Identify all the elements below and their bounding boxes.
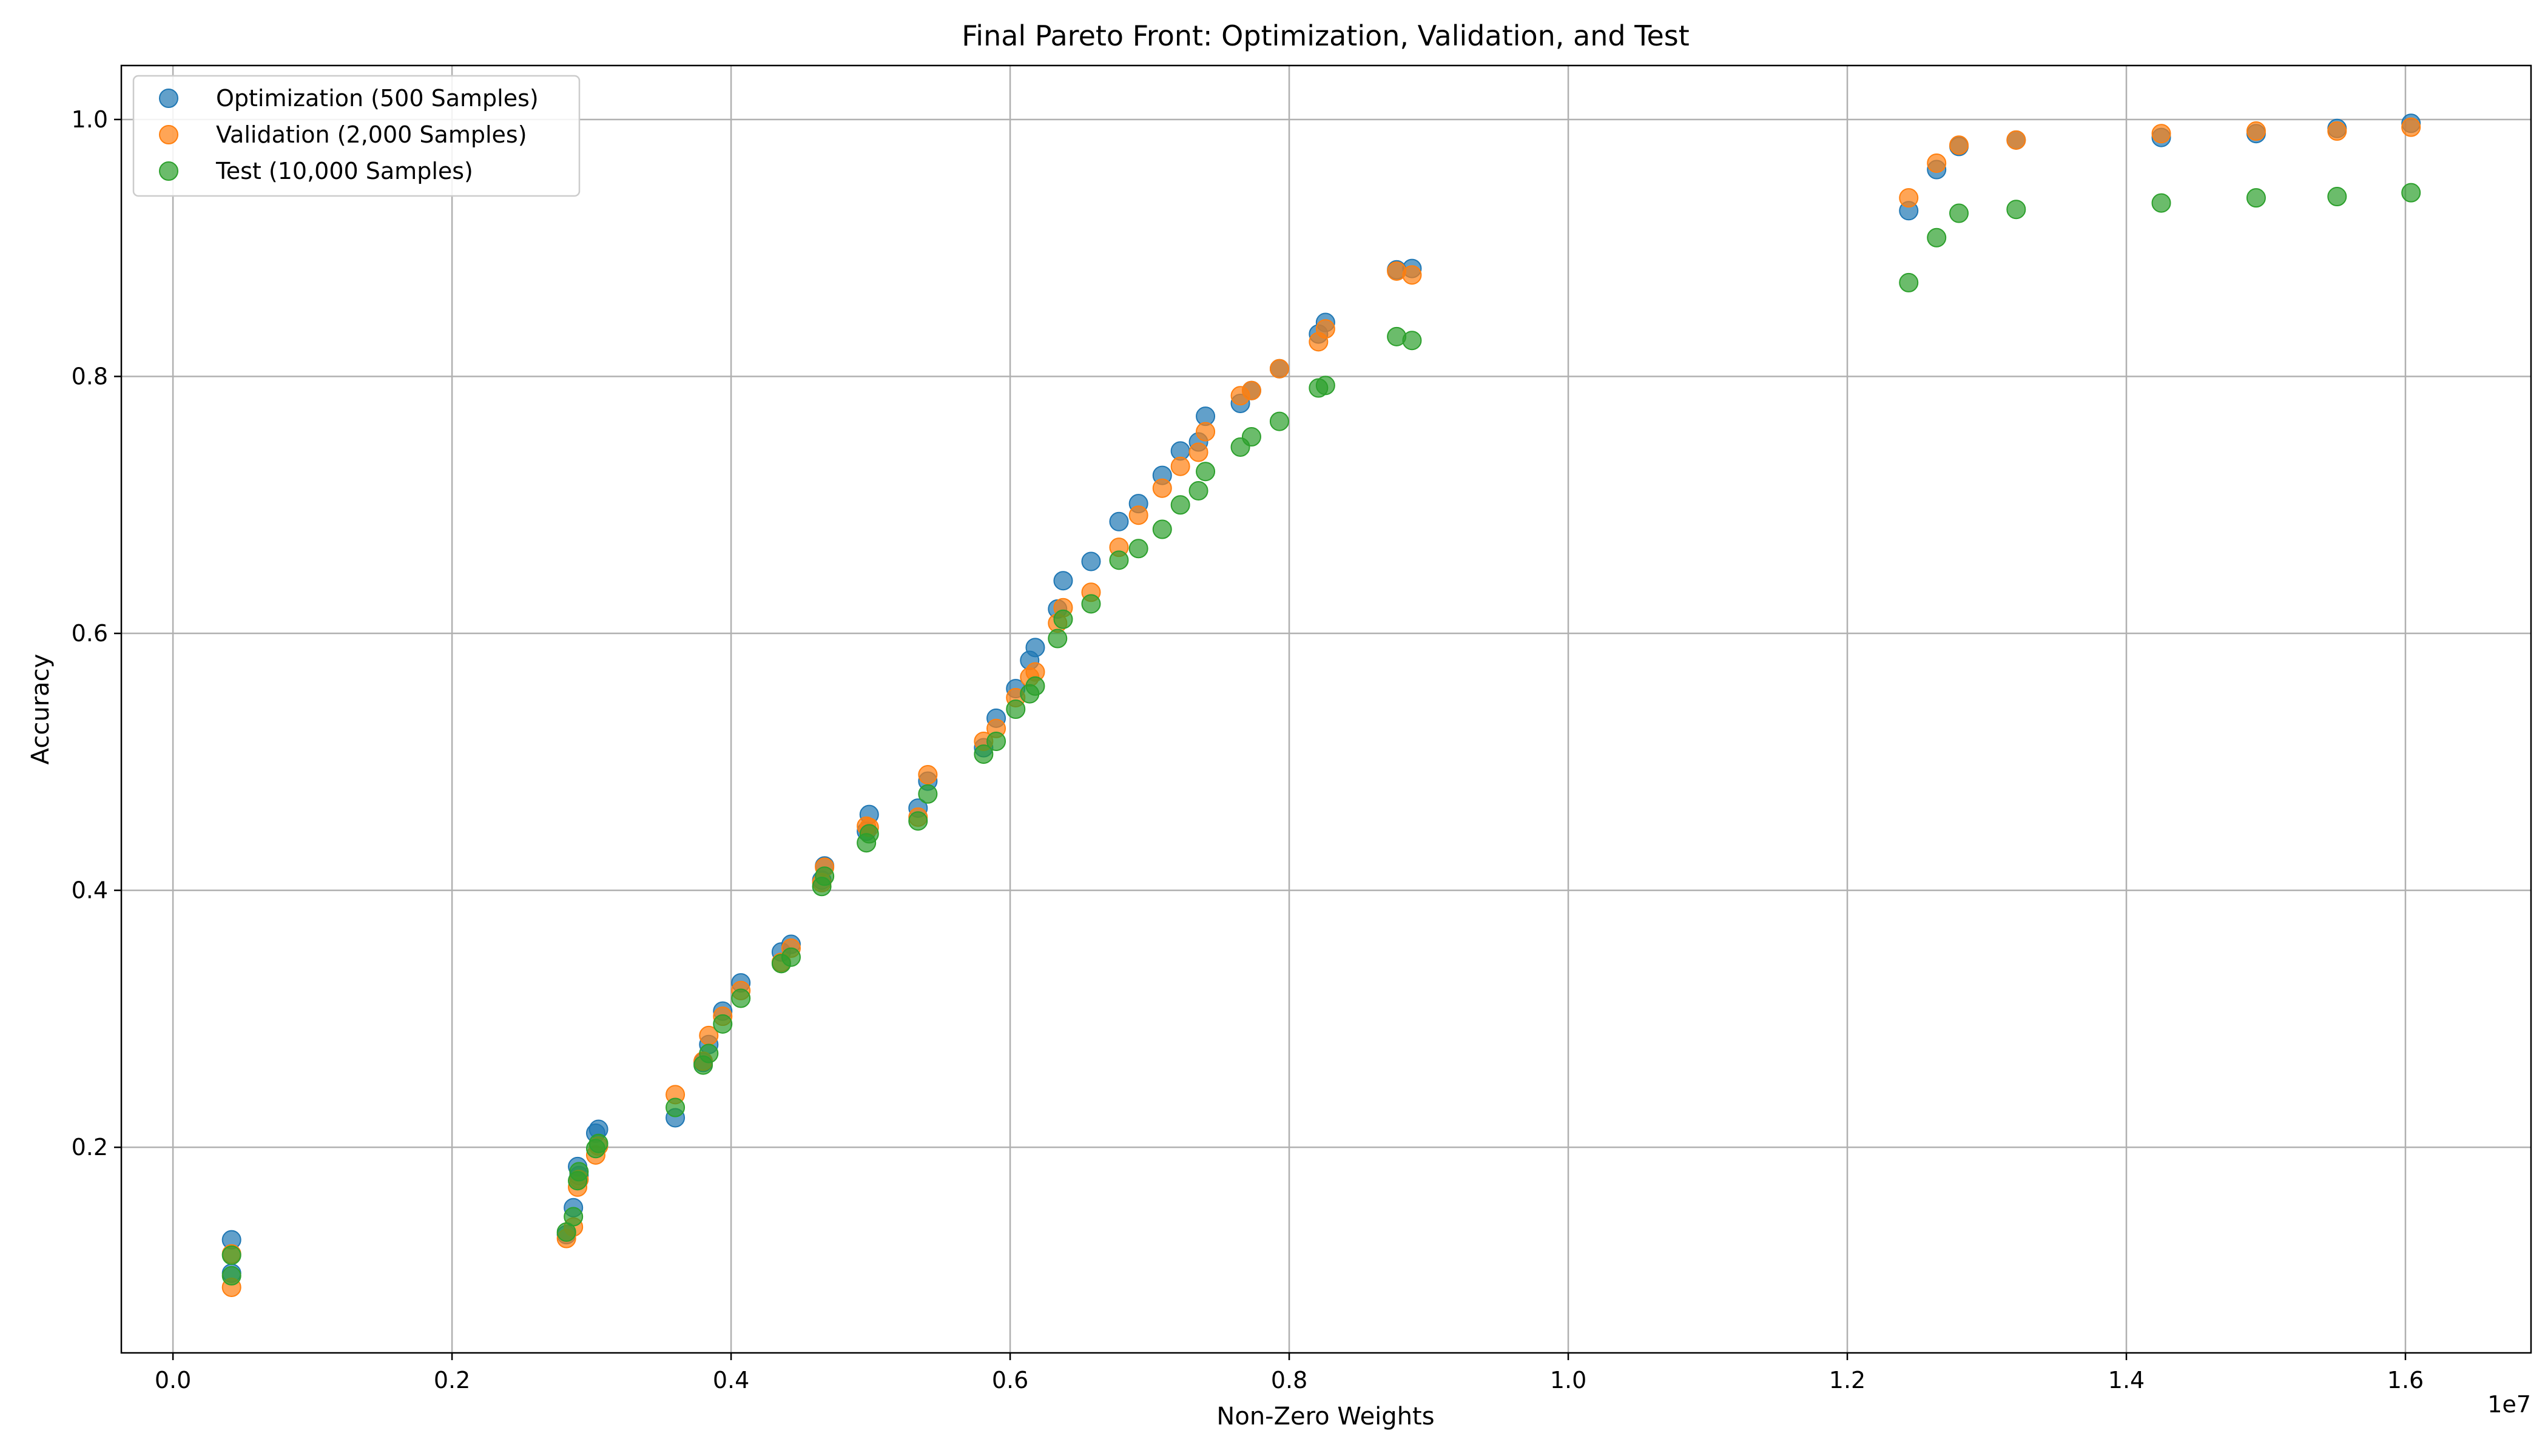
legend-label-validation: Validation (2,000 Samples)	[216, 121, 527, 148]
scatter-point-series-1	[1315, 319, 1335, 339]
scatter-point-series-1	[2151, 124, 2171, 144]
scatter-point-series-0	[1053, 571, 1073, 591]
scatter-point-series-1	[1927, 153, 1947, 173]
scatter-point-series-1	[1269, 359, 1289, 379]
x-tick-label: 0.8	[1271, 1367, 1307, 1394]
scatter-point-series-1	[1402, 265, 1422, 285]
scatter-point-series-2	[1053, 609, 1073, 629]
scatter-point-series-2	[564, 1207, 584, 1227]
y-tick-label: 1.0	[72, 106, 108, 133]
x-tick-label: 1.0	[1550, 1367, 1586, 1394]
x-tick-label: 0.4	[713, 1367, 749, 1394]
scatter-point-series-2	[731, 988, 751, 1008]
scatter-point-series-1	[1170, 456, 1190, 476]
y-tick-label: 0.2	[72, 1134, 108, 1161]
legend-label-test: Test (10,000 Samples)	[215, 158, 473, 184]
scatter-point-series-2	[1188, 480, 1208, 500]
x-tick-label: 1.4	[2108, 1367, 2145, 1394]
scatter-point-series-2	[1048, 629, 1068, 649]
scatter-point-series-2	[1081, 594, 1101, 614]
scatter-point-series-2	[859, 824, 879, 844]
scatter-point-series-2	[1899, 272, 1919, 292]
scatter-point-series-2	[1949, 203, 1969, 223]
scatter-point-series-2	[2246, 188, 2266, 208]
plot-frame	[120, 64, 2532, 1354]
y-axis-label: Accuracy	[27, 654, 55, 765]
scatter-point-series-2	[588, 1133, 608, 1153]
scatter-point-series-2	[1927, 228, 1947, 248]
scatter-point-series-1	[2327, 121, 2347, 141]
scatter-point-series-2	[908, 811, 928, 831]
scatter-point-series-1	[1899, 188, 1919, 208]
scatter-point-series-2	[1315, 376, 1335, 396]
y-tick-label: 0.6	[72, 620, 108, 647]
scatter-point-series-1	[1152, 478, 1172, 498]
scatter-point-series-2	[2151, 193, 2171, 213]
legend: Optimization (500 Samples) Validation (2…	[132, 75, 581, 197]
scatter-point-series-0	[1025, 638, 1045, 658]
axis-ticks: 0.0 0.2 0.4 0.6 0.8 1.0 1.2 1.4 1.6 0.2 0.4 0.6 0.8 1…	[72, 106, 2424, 1394]
scatter-point-series-2	[918, 784, 938, 804]
scatter-point-series-2	[2327, 187, 2347, 207]
scatter-point-series-2	[221, 1245, 241, 1266]
scatter-point-series-2	[1196, 462, 1216, 482]
x-axis-offset-label: 1e7	[2487, 1391, 2531, 1418]
scatter-point-series-2	[1006, 699, 1026, 719]
scatter-point-series-1	[1196, 422, 1216, 442]
legend-marker-validation	[159, 125, 178, 144]
scatter-point-series-2	[974, 744, 994, 764]
y-tick-label: 0.8	[72, 363, 108, 389]
legend-marker-optimization	[159, 89, 178, 108]
scatter-point-series-1	[1128, 505, 1148, 525]
x-tick-label: 1.6	[2387, 1367, 2424, 1394]
scatter-point-series-2	[666, 1097, 686, 1117]
scatter-point-series-0	[1109, 511, 1129, 531]
scatter-point-series-2	[1241, 427, 1261, 447]
scatter-point-series-2	[1170, 495, 1190, 515]
x-tick-label: 1.2	[1829, 1367, 1866, 1394]
scatter-point-series-1	[918, 765, 938, 785]
legend-label-optimization: Optimization (500 Samples)	[216, 85, 539, 112]
grid	[121, 66, 2531, 1353]
scatter-point-series-2	[2401, 183, 2421, 203]
legend-marker-test	[159, 161, 178, 181]
scatter-point-series-2	[1269, 411, 1289, 431]
scatter-point-series-1	[1241, 380, 1261, 400]
scatter-point-series-2	[569, 1162, 589, 1182]
x-tick-label: 0.0	[155, 1367, 191, 1394]
scatter-point-series-2	[815, 866, 835, 886]
scatter-points	[221, 113, 2421, 1297]
x-axis-label: Non-Zero Weights	[1216, 1403, 1434, 1431]
scatter-point-series-2	[1402, 331, 1422, 351]
scatter-point-series-2	[1128, 539, 1148, 559]
chart-title: Final Pareto Front: Optimization, Valida…	[962, 19, 1690, 52]
scatter-point-series-2	[986, 731, 1006, 751]
scatter-point-series-2	[1109, 550, 1129, 570]
scatter-point-series-0	[1081, 551, 1101, 571]
scatter-point-series-1	[1949, 135, 1969, 155]
scatter-point-series-1	[2401, 117, 2421, 137]
scatter-point-series-1	[2006, 130, 2026, 150]
x-tick-label: 0.6	[992, 1367, 1028, 1394]
scatter-point-series-1	[1188, 442, 1208, 462]
scatter-point-series-2	[699, 1043, 719, 1063]
x-tick-label: 0.2	[434, 1367, 470, 1394]
legend-box	[132, 75, 581, 197]
scatter-point-series-2	[221, 1266, 241, 1286]
scatter-point-series-2	[1025, 676, 1045, 696]
scatter-point-series-2	[713, 1014, 733, 1034]
scatter-point-series-2	[781, 947, 801, 967]
scatter-point-series-1	[2246, 121, 2266, 141]
scatter-point-series-2	[2006, 200, 2026, 220]
scatter-point-series-2	[1152, 519, 1172, 539]
y-tick-label: 0.4	[72, 877, 108, 904]
